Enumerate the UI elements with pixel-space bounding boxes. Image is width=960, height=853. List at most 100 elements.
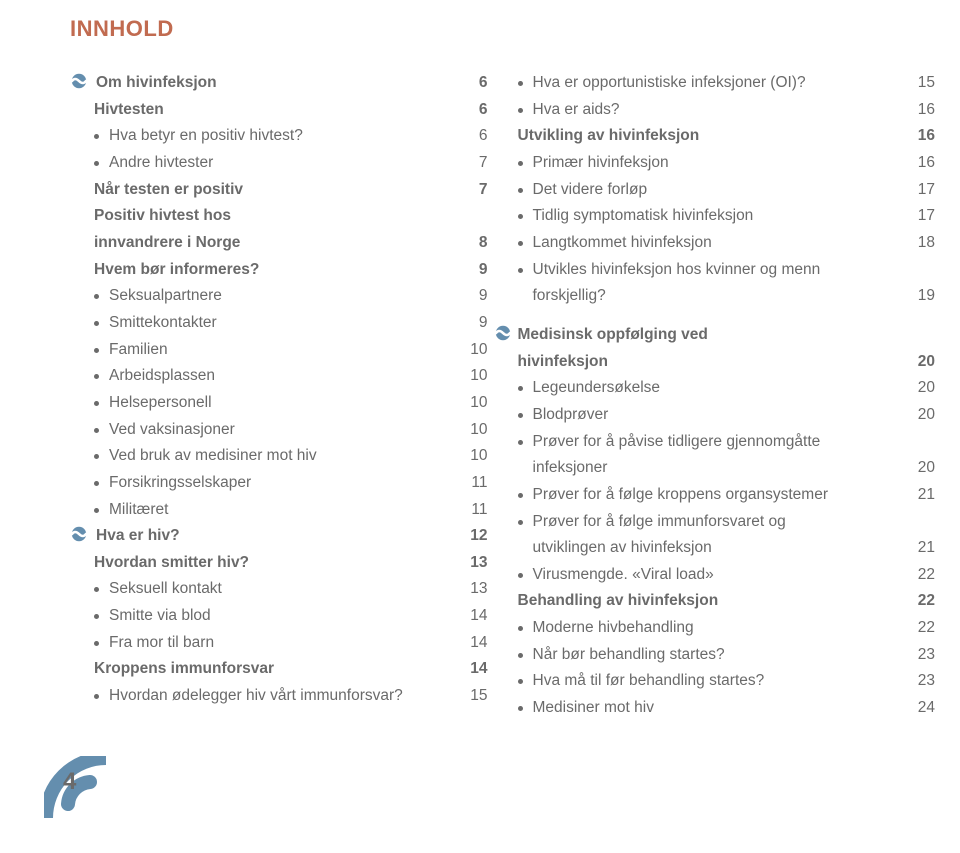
toc-label: Om hivinfeksjon [96,70,460,97]
bullet-dot-icon [518,81,523,86]
toc-row: Prøver for å påvise tidligere gjennomgåt… [518,429,936,456]
toc-page-number: 18 [907,230,935,257]
toc-columns: Om hivinfeksjon6Hivtesten6Hva betyr en p… [70,70,935,722]
toc-label: Tidlig symptomatisk hivinfeksjon [533,203,908,230]
toc-page-number: 10 [460,417,488,444]
toc-row: Når bør behandling startes?23 [518,642,936,669]
toc-page-number: 13 [460,550,488,577]
toc-row: forskjellig?19 [518,283,936,310]
toc-page-number: 23 [907,642,935,669]
toc-label: Seksuell kontakt [109,576,460,603]
toc-row: Positiv hivtest hos [70,203,488,230]
toc-row: Tidlig symptomatisk hivinfeksjon17 [518,203,936,230]
toc-page-number: 10 [460,363,488,390]
toc-label: Ved vaksinasjoner [109,417,460,444]
toc-row: innvandrere i Norge8 [70,230,488,257]
toc-label: Behandling av hivinfeksjon [518,588,908,615]
bullet-dot-icon [94,694,99,699]
bullet-dot-icon [518,573,523,578]
bullet-dot-icon [518,161,523,166]
toc-row: Hva er opportunistiske infeksjoner (OI)?… [518,70,936,97]
toc-page-number: 6 [460,97,488,124]
toc-label: Smitte via blod [109,603,460,630]
toc-row: infeksjoner20 [518,455,936,482]
toc-label: forskjellig? [533,283,908,310]
bullet-dot-icon [518,188,523,193]
toc-row: Ved vaksinasjoner10 [70,417,488,444]
wave-icon [70,526,88,542]
bullet-dot-icon [94,348,99,353]
toc-label: utviklingen av hivinfeksjon [533,535,908,562]
toc-row: Moderne hivbehandling22 [518,615,936,642]
toc-row: Smitte via blod14 [70,603,488,630]
toc-page-number: 12 [460,523,488,550]
bullet-dot-icon [518,679,523,684]
toc-page-number: 6 [460,123,488,150]
toc-row: Kroppens immunforsvar14 [70,656,488,683]
bullet-dot-icon [94,614,99,619]
toc-row: Hivtesten6 [70,97,488,124]
bullet-dot-icon [94,401,99,406]
toc-row: Arbeidsplassen10 [70,363,488,390]
toc-row: Hvordan smitter hiv?13 [70,550,488,577]
toc-row: Prøver for å følge immunforsvaret og [518,509,936,536]
toc-row: Blodprøver20 [518,402,936,429]
toc-page-number: 7 [460,177,488,204]
bullet-dot-icon [94,161,99,166]
toc-page-number: 22 [907,588,935,615]
toc-page-number: 9 [460,310,488,337]
toc-row: Om hivinfeksjon6 [70,70,488,97]
toc-label: Moderne hivbehandling [533,615,908,642]
toc-row: Det videre forløp17 [518,177,936,204]
bullet-dot-icon [518,241,523,246]
toc-label: Arbeidsplassen [109,363,460,390]
toc-page-number: 20 [907,375,935,402]
toc-label: Hva er opportunistiske infeksjoner (OI)? [533,70,908,97]
toc-label: Familien [109,337,460,364]
toc-page-number: 20 [907,402,935,429]
page-number-corner: 4 [44,756,106,823]
bullet-dot-icon [94,374,99,379]
toc-label: Prøver for å påvise tidligere gjennomgåt… [533,429,936,456]
page-heading: INNHOLD [70,16,174,42]
toc-row: Virusmengde. «Viral load»22 [518,562,936,589]
toc-label: Legeundersøkelse [533,375,908,402]
toc-page-number: 11 [460,470,488,497]
bullet-dot-icon [518,493,523,498]
toc-page-number: 9 [460,257,488,284]
toc-page-number: 14 [460,656,488,683]
toc-row: Fra mor til barn14 [70,630,488,657]
toc-page-number: 15 [907,70,935,97]
toc-label: Fra mor til barn [109,630,460,657]
toc-label: Andre hivtester [109,150,460,177]
toc-page-number: 24 [907,695,935,722]
toc-row: Hvem bør informeres?9 [70,257,488,284]
toc-page-number: 14 [460,603,488,630]
wave-icon [494,325,512,341]
toc-row: Helsepersonell10 [70,390,488,417]
bullet-dot-icon [518,626,523,631]
toc-page-number: 17 [907,177,935,204]
toc-label: Det videre forløp [533,177,908,204]
toc-page-number: 13 [460,576,488,603]
toc-label: Langtkommet hivinfeksjon [533,230,908,257]
toc-label: Kroppens immunforsvar [94,656,460,683]
toc-row: Når testen er positiv7 [70,177,488,204]
toc-row: Behandling av hivinfeksjon22 [518,588,936,615]
toc-label: Primær hivinfeksjon [533,150,908,177]
toc-row: Seksuell kontakt13 [70,576,488,603]
toc-label: Utvikles hivinfeksjon hos kvinner og men… [533,257,936,284]
toc-page-number: 7 [460,150,488,177]
toc-label: innvandrere i Norge [94,230,460,257]
toc-label: Helsepersonell [109,390,460,417]
bullet-dot-icon [518,214,523,219]
toc-label: Hvordan smitter hiv? [94,550,460,577]
toc-page-number: 8 [460,230,488,257]
toc-page-number: 10 [460,337,488,364]
toc-page-number: 15 [460,683,488,710]
toc-row: Utvikles hivinfeksjon hos kvinner og men… [518,257,936,284]
toc-label: Medisinsk oppfølging ved [518,322,936,349]
toc-row: Primær hivinfeksjon16 [518,150,936,177]
toc-label: Hvem bør informeres? [94,257,460,284]
toc-page-number: 17 [907,203,935,230]
